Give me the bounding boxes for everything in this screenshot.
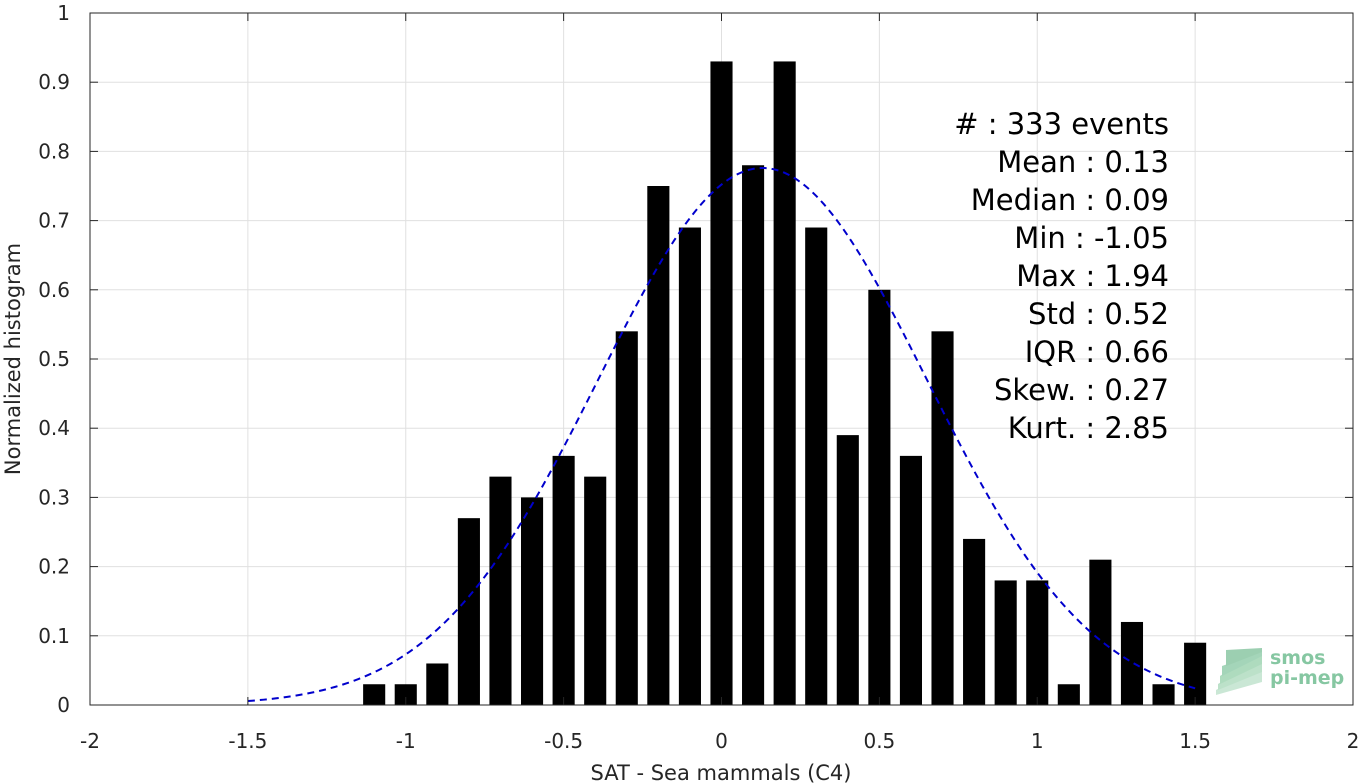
histogram-bar	[931, 331, 954, 705]
histogram-bar	[584, 476, 607, 705]
histogram-bar	[899, 455, 923, 705]
y-axis-title: Normalized histogram	[1, 243, 25, 475]
y-tick-label: 0.7	[38, 209, 70, 233]
stats-line: Kurt. : 2.85	[1008, 411, 1169, 445]
histogram-bar	[426, 663, 449, 705]
x-tick-label: 2	[1347, 729, 1360, 753]
x-tick-label: 0.5	[863, 729, 895, 753]
stats-line: Mean : 0.13	[997, 145, 1169, 179]
axes-box	[89, 12, 1354, 706]
histogram-bar	[552, 455, 575, 705]
stats-line: Std : 0.52	[1028, 297, 1169, 331]
histogram-bar	[1152, 684, 1175, 705]
histogram-bar	[742, 165, 765, 706]
histogram-bar	[615, 331, 638, 705]
logo-line-1: smos	[1270, 647, 1325, 669]
histogram-bar	[1120, 621, 1144, 705]
histogram-bar	[489, 476, 512, 705]
stats-line: Median : 0.09	[971, 183, 1169, 217]
y-tick-label: 0.8	[38, 139, 70, 163]
histogram-bar	[1057, 684, 1080, 705]
histogram-bar	[773, 61, 796, 705]
logo-mark-icon	[1216, 648, 1262, 695]
stats-line: Max : 1.94	[1016, 259, 1169, 293]
stats-annotation: # : 333 events Mean : 0.13 Median : 0.09 Mi…	[954, 107, 1169, 445]
y-tick-label: 0	[57, 693, 70, 717]
histogram-bars	[363, 61, 1207, 706]
y-tick-label: 0.6	[38, 278, 70, 302]
histogram-bar	[647, 186, 670, 705]
x-tick-label: 1.5	[1179, 729, 1211, 753]
x-tick-label: 1	[1031, 729, 1044, 753]
normal-fit-curve	[247, 167, 1196, 703]
stats-line: # : 333 events	[954, 107, 1169, 141]
histogram-bar	[710, 61, 733, 705]
x-tick-label: 0	[715, 729, 728, 753]
y-tick-label: 0.2	[38, 555, 70, 579]
histogram-bar	[805, 227, 828, 705]
histogram-bar	[868, 289, 891, 705]
histogram-bar	[836, 435, 859, 705]
y-tick-label: 0.1	[38, 624, 70, 648]
histogram-bar	[1184, 642, 1207, 705]
x-tick-label: -2	[80, 729, 100, 753]
histogram-bar	[520, 497, 544, 705]
histogram-bar	[994, 580, 1017, 705]
stats-line: Min : -1.05	[1014, 221, 1169, 255]
histogram-bar	[457, 518, 480, 705]
fit-curve-layer	[247, 167, 1196, 703]
histogram-bar	[363, 684, 386, 705]
x-tick-label: -0.5	[544, 729, 583, 753]
histogram-bar	[678, 227, 701, 705]
tick-labels: -2 -1.5 -1 -0.5 0 0.5 1 1.5 2 0 0.1 0.2 0.3 0.4 0.5 0.6…	[38, 1, 1359, 753]
smos-pi-mep-logo: smos pi-mep	[1216, 647, 1344, 695]
histogram-bar	[1026, 580, 1049, 705]
y-tick-label: 1	[57, 1, 70, 25]
x-tick-label: -1.5	[228, 729, 267, 753]
y-tick-label: 0.4	[38, 416, 70, 440]
histogram-bar	[963, 538, 986, 705]
y-tick-label: 0.3	[38, 485, 70, 509]
stats-line: Skew. : 0.27	[994, 373, 1169, 407]
histogram-bar	[394, 684, 417, 705]
histogram-bar	[1089, 559, 1112, 705]
y-tick-label: 0.9	[38, 70, 70, 94]
x-axis-title: SAT - Sea mammals (C4)	[591, 761, 852, 784]
stats-line: IQR : 0.66	[1025, 335, 1169, 369]
y-tick-label: 0.5	[38, 347, 70, 371]
logo-line-2: pi-mep	[1270, 667, 1344, 689]
x-tick-label: -1	[396, 729, 416, 753]
